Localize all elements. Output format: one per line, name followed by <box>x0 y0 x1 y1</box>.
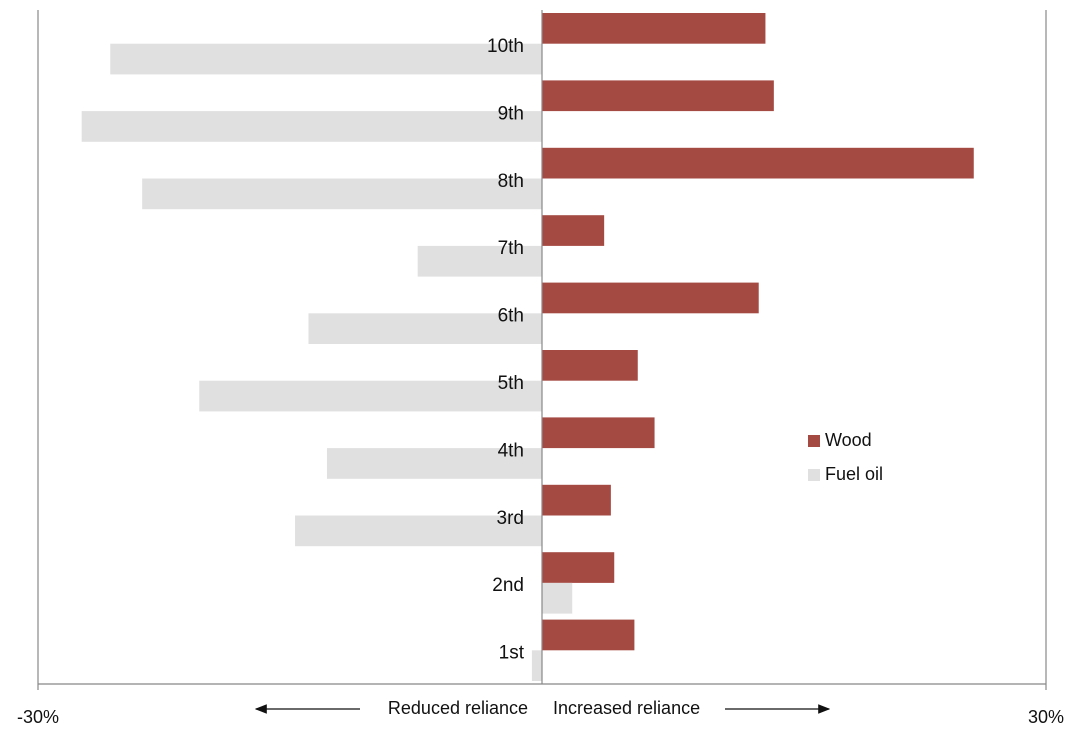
bar <box>308 313 542 344</box>
bar <box>531 650 542 681</box>
legend-swatch <box>808 435 820 447</box>
legend-swatch <box>808 469 820 481</box>
bar <box>542 350 638 381</box>
annotation: Reduced reliance <box>388 698 528 718</box>
bar <box>542 80 774 112</box>
bar <box>542 215 605 246</box>
bar <box>542 13 766 44</box>
bar <box>199 380 542 412</box>
y-tick-label: 4th <box>498 440 524 461</box>
legend-label: Wood <box>825 430 872 450</box>
bar <box>542 282 759 314</box>
y-tick-label: 6th <box>498 306 524 327</box>
bar <box>542 552 615 583</box>
annotation: Increased reliance <box>553 698 700 718</box>
y-tick-label: 7th <box>498 238 524 259</box>
bar <box>542 147 974 179</box>
bar <box>110 43 543 75</box>
y-tick-label: 2nd <box>492 575 524 596</box>
bar <box>542 417 655 449</box>
y-tick-label: 1st <box>499 643 525 664</box>
y-tick-label: 10th <box>487 36 524 57</box>
y-tick-label: 5th <box>498 373 524 394</box>
x-tick-label: 30% <box>1028 707 1064 727</box>
bar <box>142 178 542 210</box>
bar <box>542 619 635 651</box>
bar <box>326 448 542 479</box>
x-tick-label: -30% <box>17 707 59 727</box>
y-tick-label: 9th <box>498 103 524 124</box>
bar <box>295 515 542 547</box>
bar <box>542 484 611 516</box>
y-tick-label: 3rd <box>497 508 524 529</box>
bar <box>542 582 573 614</box>
bar <box>81 111 543 142</box>
legend-label: Fuel oil <box>825 464 883 484</box>
bar <box>417 245 542 277</box>
y-tick-label: 8th <box>498 171 524 192</box>
